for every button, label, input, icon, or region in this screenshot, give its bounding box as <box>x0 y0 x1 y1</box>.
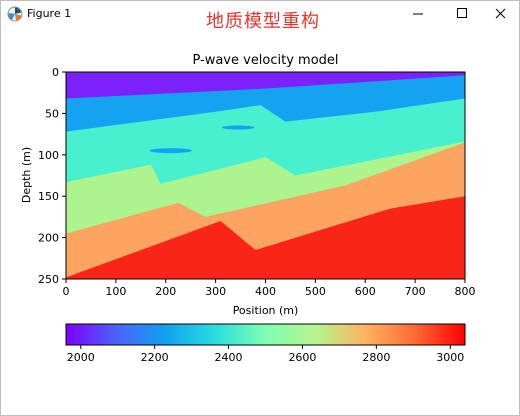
close-button[interactable] <box>483 1 519 27</box>
colorbar-tick-label: 2600 <box>288 351 316 364</box>
x-axis-ticks: 0 100 200 300 400 500 600 700 800 <box>63 279 476 298</box>
y-tick-label: 0 <box>52 66 59 79</box>
colorbar-ticks: 2000 2200 2400 2600 2800 3000 <box>67 345 464 364</box>
x-axis-label: Position (m) <box>233 304 299 317</box>
x-tick-label: 200 <box>155 285 176 298</box>
maximize-icon <box>457 8 467 18</box>
low-velocity-lens-2 <box>221 125 255 130</box>
colorbar-tick-label: 3000 <box>436 351 464 364</box>
window-title: Figure 1 <box>27 7 72 20</box>
x-tick-label: 100 <box>105 285 126 298</box>
colorbar-tick-label: 2400 <box>215 351 243 364</box>
x-tick-label: 0 <box>63 285 70 298</box>
low-velocity-lens-1 <box>149 148 192 154</box>
velocity-layer-6 <box>66 196 465 279</box>
x-tick-label: 400 <box>255 285 276 298</box>
colorbar <box>65 323 466 346</box>
y-tick-label: 100 <box>38 149 59 162</box>
y-tick-label: 250 <box>38 273 59 286</box>
overlay-title: 地质模型重构 <box>206 11 320 32</box>
colorbar-tick-label: 2800 <box>362 351 390 364</box>
y-axis-ticks: 0 50 100 150 200 250 <box>38 66 66 286</box>
chart-title: P-wave velocity model <box>192 53 338 68</box>
y-tick-label: 150 <box>38 190 59 203</box>
x-tick-label: 700 <box>405 285 426 298</box>
x-tick-label: 600 <box>355 285 376 298</box>
title-bar[interactable]: Figure 1 地质模型重构 <box>1 1 519 32</box>
close-icon <box>495 8 506 19</box>
y-tick-label: 200 <box>38 232 59 245</box>
minimize-icon <box>413 13 423 15</box>
matplotlib-icon <box>7 6 23 22</box>
y-axis-label: Depth (m) <box>20 147 33 203</box>
colorbar-tick-label: 2200 <box>141 351 169 364</box>
y-tick-label: 50 <box>45 107 59 120</box>
maximize-button[interactable] <box>444 1 480 27</box>
minimize-button[interactable] <box>400 1 436 27</box>
x-tick-label: 800 <box>455 285 476 298</box>
colorbar-tick-label: 2000 <box>67 351 95 364</box>
x-tick-label: 300 <box>205 285 226 298</box>
x-tick-label: 500 <box>305 285 326 298</box>
velocity-layers <box>66 72 465 279</box>
